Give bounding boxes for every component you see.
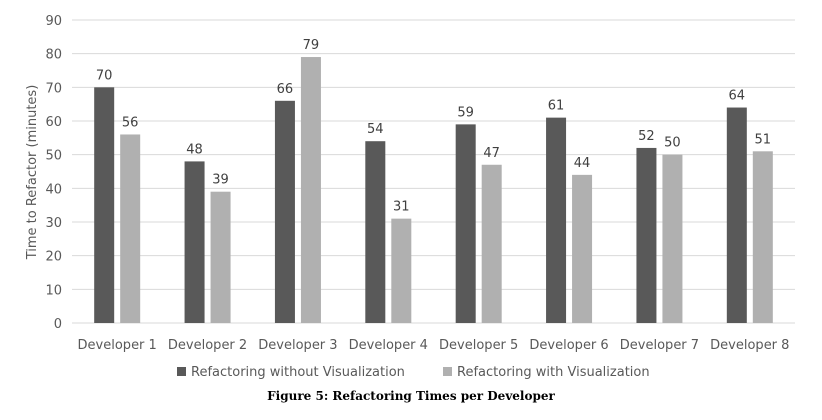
bar [481, 164, 502, 323]
data-label: 48 [186, 142, 203, 157]
legend-label: Refactoring with Visualization [457, 365, 650, 380]
y-tick-label: 70 [45, 81, 62, 96]
legend-swatch [177, 367, 186, 376]
bar [365, 141, 386, 323]
x-tick-label: Developer 3 [258, 338, 337, 353]
bar [546, 117, 567, 323]
y-axis-ticks: 0 10 20 30 40 50 60 70 80 90 [45, 14, 62, 332]
data-label: 44 [574, 156, 591, 171]
bars [94, 57, 773, 324]
data-label: 54 [367, 122, 384, 137]
x-tick-label: Developer 4 [349, 338, 428, 353]
y-tick-label: 60 [45, 115, 62, 130]
y-tick-label: 40 [45, 182, 62, 197]
y-tick-label: 10 [45, 283, 62, 298]
data-label: 79 [303, 38, 320, 53]
bar [210, 191, 231, 323]
bar [726, 107, 747, 324]
x-tick-label: Developer 5 [439, 338, 518, 353]
data-label: 66 [277, 82, 294, 97]
data-label: 70 [96, 68, 113, 83]
data-label: 64 [729, 89, 746, 104]
bar [391, 218, 412, 323]
bar [752, 151, 773, 323]
x-tick-label: Developer 1 [78, 338, 157, 353]
x-tick-label: Developer 6 [529, 338, 608, 353]
x-tick-label: Developer 8 [710, 338, 789, 353]
y-tick-label: 80 [45, 48, 62, 63]
y-tick-label: 30 [45, 216, 62, 231]
data-label: 47 [483, 146, 500, 161]
x-axis-ticks: Developer 1 Developer 2 Developer 3 Develop… [78, 338, 790, 353]
bar [184, 161, 205, 323]
data-label: 52 [638, 129, 655, 144]
data-label: 51 [755, 132, 772, 147]
data-label: 56 [122, 115, 139, 130]
figure-caption: Figure 5: Refactoring Times per Develope… [267, 389, 555, 403]
bar [120, 134, 141, 323]
x-tick-label: Developer 2 [168, 338, 247, 353]
data-label: 59 [457, 105, 474, 120]
bar [636, 147, 657, 323]
x-tick-label: Developer 7 [620, 338, 699, 353]
data-label: 39 [212, 173, 229, 188]
grid-lines [72, 19, 795, 324]
data-labels: 70 56 48 39 66 79 54 31 59 47 61 44 52 50 64 51 [96, 38, 771, 215]
bar [94, 87, 115, 323]
data-label: 61 [548, 99, 565, 114]
bar [662, 154, 683, 323]
bar [455, 124, 476, 323]
y-tick-label: 90 [45, 14, 62, 29]
bar [300, 57, 321, 324]
legend-label: Refactoring without Visualization [191, 365, 405, 380]
y-axis-title: Time to Refactor (minutes) [25, 85, 40, 261]
y-tick-label: 0 [54, 317, 62, 332]
legend-swatch [443, 367, 452, 376]
data-label: 31 [393, 200, 410, 215]
data-label: 50 [664, 136, 681, 151]
bar [572, 174, 593, 323]
y-tick-label: 20 [45, 250, 62, 265]
y-tick-label: 50 [45, 149, 62, 164]
bar [274, 100, 295, 323]
legend: Refactoring without Visualization Refacto… [177, 365, 650, 380]
